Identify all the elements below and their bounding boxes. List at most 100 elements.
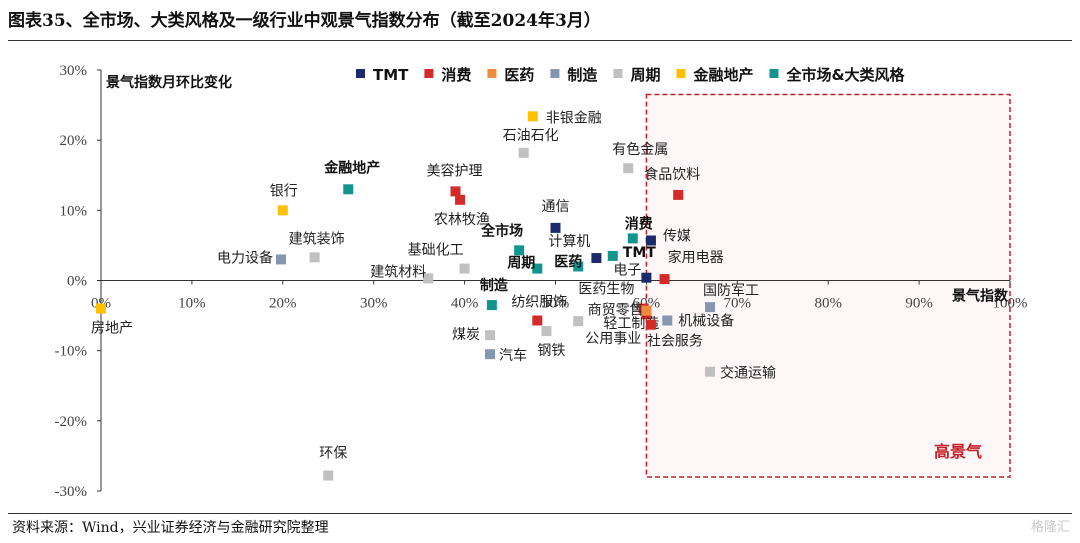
data-label: 钢铁 bbox=[537, 343, 565, 359]
data-point bbox=[485, 349, 496, 360]
y-tick-label: 0% bbox=[67, 274, 87, 290]
data-label: 电力设备 bbox=[217, 249, 273, 266]
data-label: 食品饮料 bbox=[644, 166, 700, 183]
data-point bbox=[486, 300, 497, 311]
data-label: 电子 bbox=[613, 263, 641, 279]
data-label: TMT bbox=[623, 245, 656, 261]
data-point bbox=[673, 189, 684, 200]
data-point bbox=[573, 261, 584, 272]
data-label: 消费 bbox=[625, 215, 653, 232]
data-point bbox=[705, 302, 716, 313]
legend-swatch bbox=[356, 69, 365, 78]
legend-label: 制造 bbox=[567, 66, 597, 84]
y-tick-label: 30% bbox=[60, 63, 88, 79]
y-tick-label: 10% bbox=[60, 203, 88, 219]
data-label: 交通运输 bbox=[720, 365, 776, 382]
data-point bbox=[627, 233, 638, 244]
data-point bbox=[450, 186, 461, 197]
data-label: 建筑材料 bbox=[370, 264, 426, 280]
title-divider bbox=[8, 40, 1072, 41]
legend-label: 全市场&大类风格 bbox=[785, 66, 905, 84]
data-point bbox=[518, 147, 529, 158]
data-point bbox=[96, 303, 106, 314]
data-label: 医药 bbox=[554, 253, 582, 270]
x-tick-label: 50% bbox=[542, 296, 570, 312]
legend-swatch bbox=[676, 69, 686, 78]
data-label: 周期 bbox=[507, 256, 535, 272]
legend-label: 医药 bbox=[504, 66, 534, 84]
data-label: 煤炭 bbox=[452, 327, 480, 343]
legend-label: TMT bbox=[373, 66, 409, 84]
data-point bbox=[527, 111, 538, 122]
data-point bbox=[641, 272, 652, 283]
data-label: 农林牧渔 bbox=[434, 212, 490, 228]
data-label: 金融地产 bbox=[323, 159, 380, 176]
data-point bbox=[423, 273, 434, 284]
y-tick-label: 20% bbox=[60, 133, 88, 149]
data-point bbox=[541, 326, 552, 337]
data-label: 公用事业 bbox=[585, 331, 641, 347]
source-note: 资料来源：Wind，兴业证券经济与金融研究院整理 bbox=[12, 520, 329, 536]
x-tick-label: 100% bbox=[993, 296, 1028, 312]
data-point bbox=[309, 252, 320, 263]
watermark-logo: 格隆汇 bbox=[1030, 520, 1070, 535]
data-label: 轻工制造 bbox=[603, 316, 659, 332]
data-point bbox=[662, 315, 673, 326]
data-point bbox=[275, 254, 286, 265]
data-point bbox=[645, 235, 656, 246]
high-zone-label: 高景气 bbox=[934, 442, 982, 461]
data-label: 汽车 bbox=[499, 347, 527, 364]
data-label: 社会服务 bbox=[647, 334, 703, 350]
data-point bbox=[514, 245, 525, 256]
y-tick-label: -20% bbox=[55, 414, 88, 430]
data-label: 医药生物 bbox=[578, 282, 634, 298]
data-label: 纺织服饰 bbox=[511, 294, 567, 310]
x-tick-label: 40% bbox=[451, 296, 479, 312]
legend-label: 消费 bbox=[441, 66, 471, 84]
legend-swatch bbox=[769, 69, 779, 78]
data-point bbox=[455, 194, 466, 205]
data-label: 环保 bbox=[319, 446, 347, 462]
data-point bbox=[645, 319, 656, 330]
data-label: 石油石化 bbox=[503, 128, 559, 144]
y-tick-label: -30% bbox=[55, 484, 88, 500]
data-point bbox=[550, 222, 561, 233]
x-tick-label: 30% bbox=[360, 296, 388, 312]
data-point bbox=[705, 366, 716, 377]
x-tick-label: 20% bbox=[269, 296, 297, 312]
data-label: 通信 bbox=[542, 199, 570, 215]
data-point bbox=[532, 263, 543, 274]
y-axis-title: 景气指数月环比变化 bbox=[106, 74, 232, 91]
data-label: 基础化工 bbox=[408, 242, 464, 259]
x-tick-label: 70% bbox=[724, 296, 752, 312]
data-point bbox=[459, 263, 470, 274]
data-point bbox=[573, 316, 584, 327]
data-label: 传媒 bbox=[663, 229, 691, 245]
data-label: 商贸零售 bbox=[588, 303, 644, 319]
data-point bbox=[343, 184, 354, 195]
legend-label: 金融地产 bbox=[692, 66, 753, 84]
data-point bbox=[485, 330, 496, 341]
data-label: 制造 bbox=[480, 277, 508, 294]
x-tick-label: 10% bbox=[178, 296, 206, 312]
legend-label: 周期 bbox=[630, 66, 660, 84]
data-label: 家用电器 bbox=[668, 249, 724, 266]
data-label: 机械设备 bbox=[678, 312, 734, 329]
data-point bbox=[591, 253, 602, 264]
legend-swatch bbox=[424, 69, 434, 78]
legend-swatch bbox=[487, 69, 497, 78]
data-point bbox=[532, 315, 543, 326]
y-tick-label: -10% bbox=[55, 344, 88, 360]
data-label: 房地产 bbox=[91, 321, 133, 337]
data-point bbox=[607, 250, 618, 261]
data-label: 有色金属 bbox=[612, 141, 668, 158]
data-label: 国防军工 bbox=[703, 283, 759, 299]
x-tick-label: 80% bbox=[814, 296, 842, 312]
data-label: 银行 bbox=[270, 183, 298, 199]
legend-swatch bbox=[613, 69, 623, 78]
chart-title: 图表35、全市场、大类风格及一级行业中观景气指数分布（截至2024年3月） bbox=[8, 11, 601, 31]
high-zone-box bbox=[645, 93, 1011, 478]
data-point bbox=[277, 205, 288, 216]
data-point bbox=[623, 163, 634, 174]
